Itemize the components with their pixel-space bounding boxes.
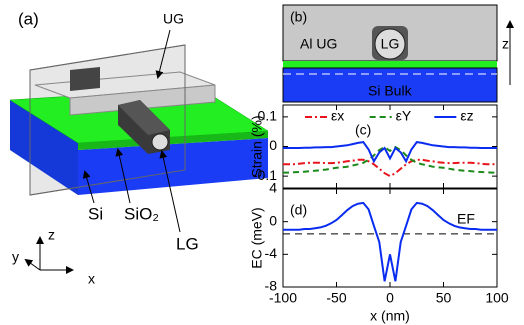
y-tick-label: 0.1	[258, 108, 278, 124]
data-line	[283, 141, 497, 164]
panel-label: (c)	[355, 122, 371, 138]
data-line	[283, 145, 497, 174]
axis-y: y	[12, 249, 19, 265]
axis-z: z	[48, 227, 55, 243]
y-tick-label: 0	[269, 137, 277, 153]
y-tick-label: -4	[265, 245, 278, 261]
data-line	[283, 158, 497, 178]
x-tick-label: 50	[436, 290, 452, 306]
legend-label: εz	[460, 108, 473, 124]
si-label: Si	[88, 204, 103, 223]
y-axis-label: Strain (%)	[249, 115, 265, 177]
pointer	[155, 29, 171, 79]
z-label: z	[502, 36, 509, 52]
pointer	[115, 148, 131, 204]
panel-label: (a)	[18, 9, 39, 28]
reference-label: EF	[457, 211, 475, 227]
x-tick-label: -100	[269, 290, 297, 306]
x-tick-label: -50	[326, 290, 346, 306]
panel-label: (b)	[290, 9, 307, 25]
oxide-layer	[283, 61, 497, 68]
pointer	[159, 150, 181, 233]
y-tick-label: 0	[269, 212, 277, 228]
y-axis-label: EC (meV)	[249, 207, 265, 268]
bulk-label: Si Bulk	[368, 83, 413, 99]
data-line	[283, 201, 497, 282]
y-tick-label: 4	[269, 180, 277, 196]
plot-frame	[282, 188, 498, 288]
x-axis-label: x (nm)	[370, 308, 410, 324]
lg-circle	[374, 28, 406, 60]
device-drawing	[9, 44, 269, 196]
panel-label: (d)	[290, 202, 307, 218]
legend-label: εx	[331, 108, 344, 124]
lg-label: LG	[176, 234, 199, 253]
lg-label: LG	[381, 36, 400, 52]
pointer	[82, 170, 95, 204]
axes-triad	[24, 236, 74, 274]
y-tick-label: -8	[265, 278, 278, 294]
sio2-label: SiO₂	[124, 204, 159, 223]
x-tick-label: 0	[386, 290, 394, 306]
gate-label: Al UG	[300, 36, 337, 52]
gate-label: UG	[163, 11, 184, 27]
axis-x: x	[88, 271, 95, 287]
y-tick-label: -0.1	[253, 167, 277, 183]
x-tick-label: 100	[485, 290, 509, 306]
legend-label: εY	[396, 108, 412, 124]
